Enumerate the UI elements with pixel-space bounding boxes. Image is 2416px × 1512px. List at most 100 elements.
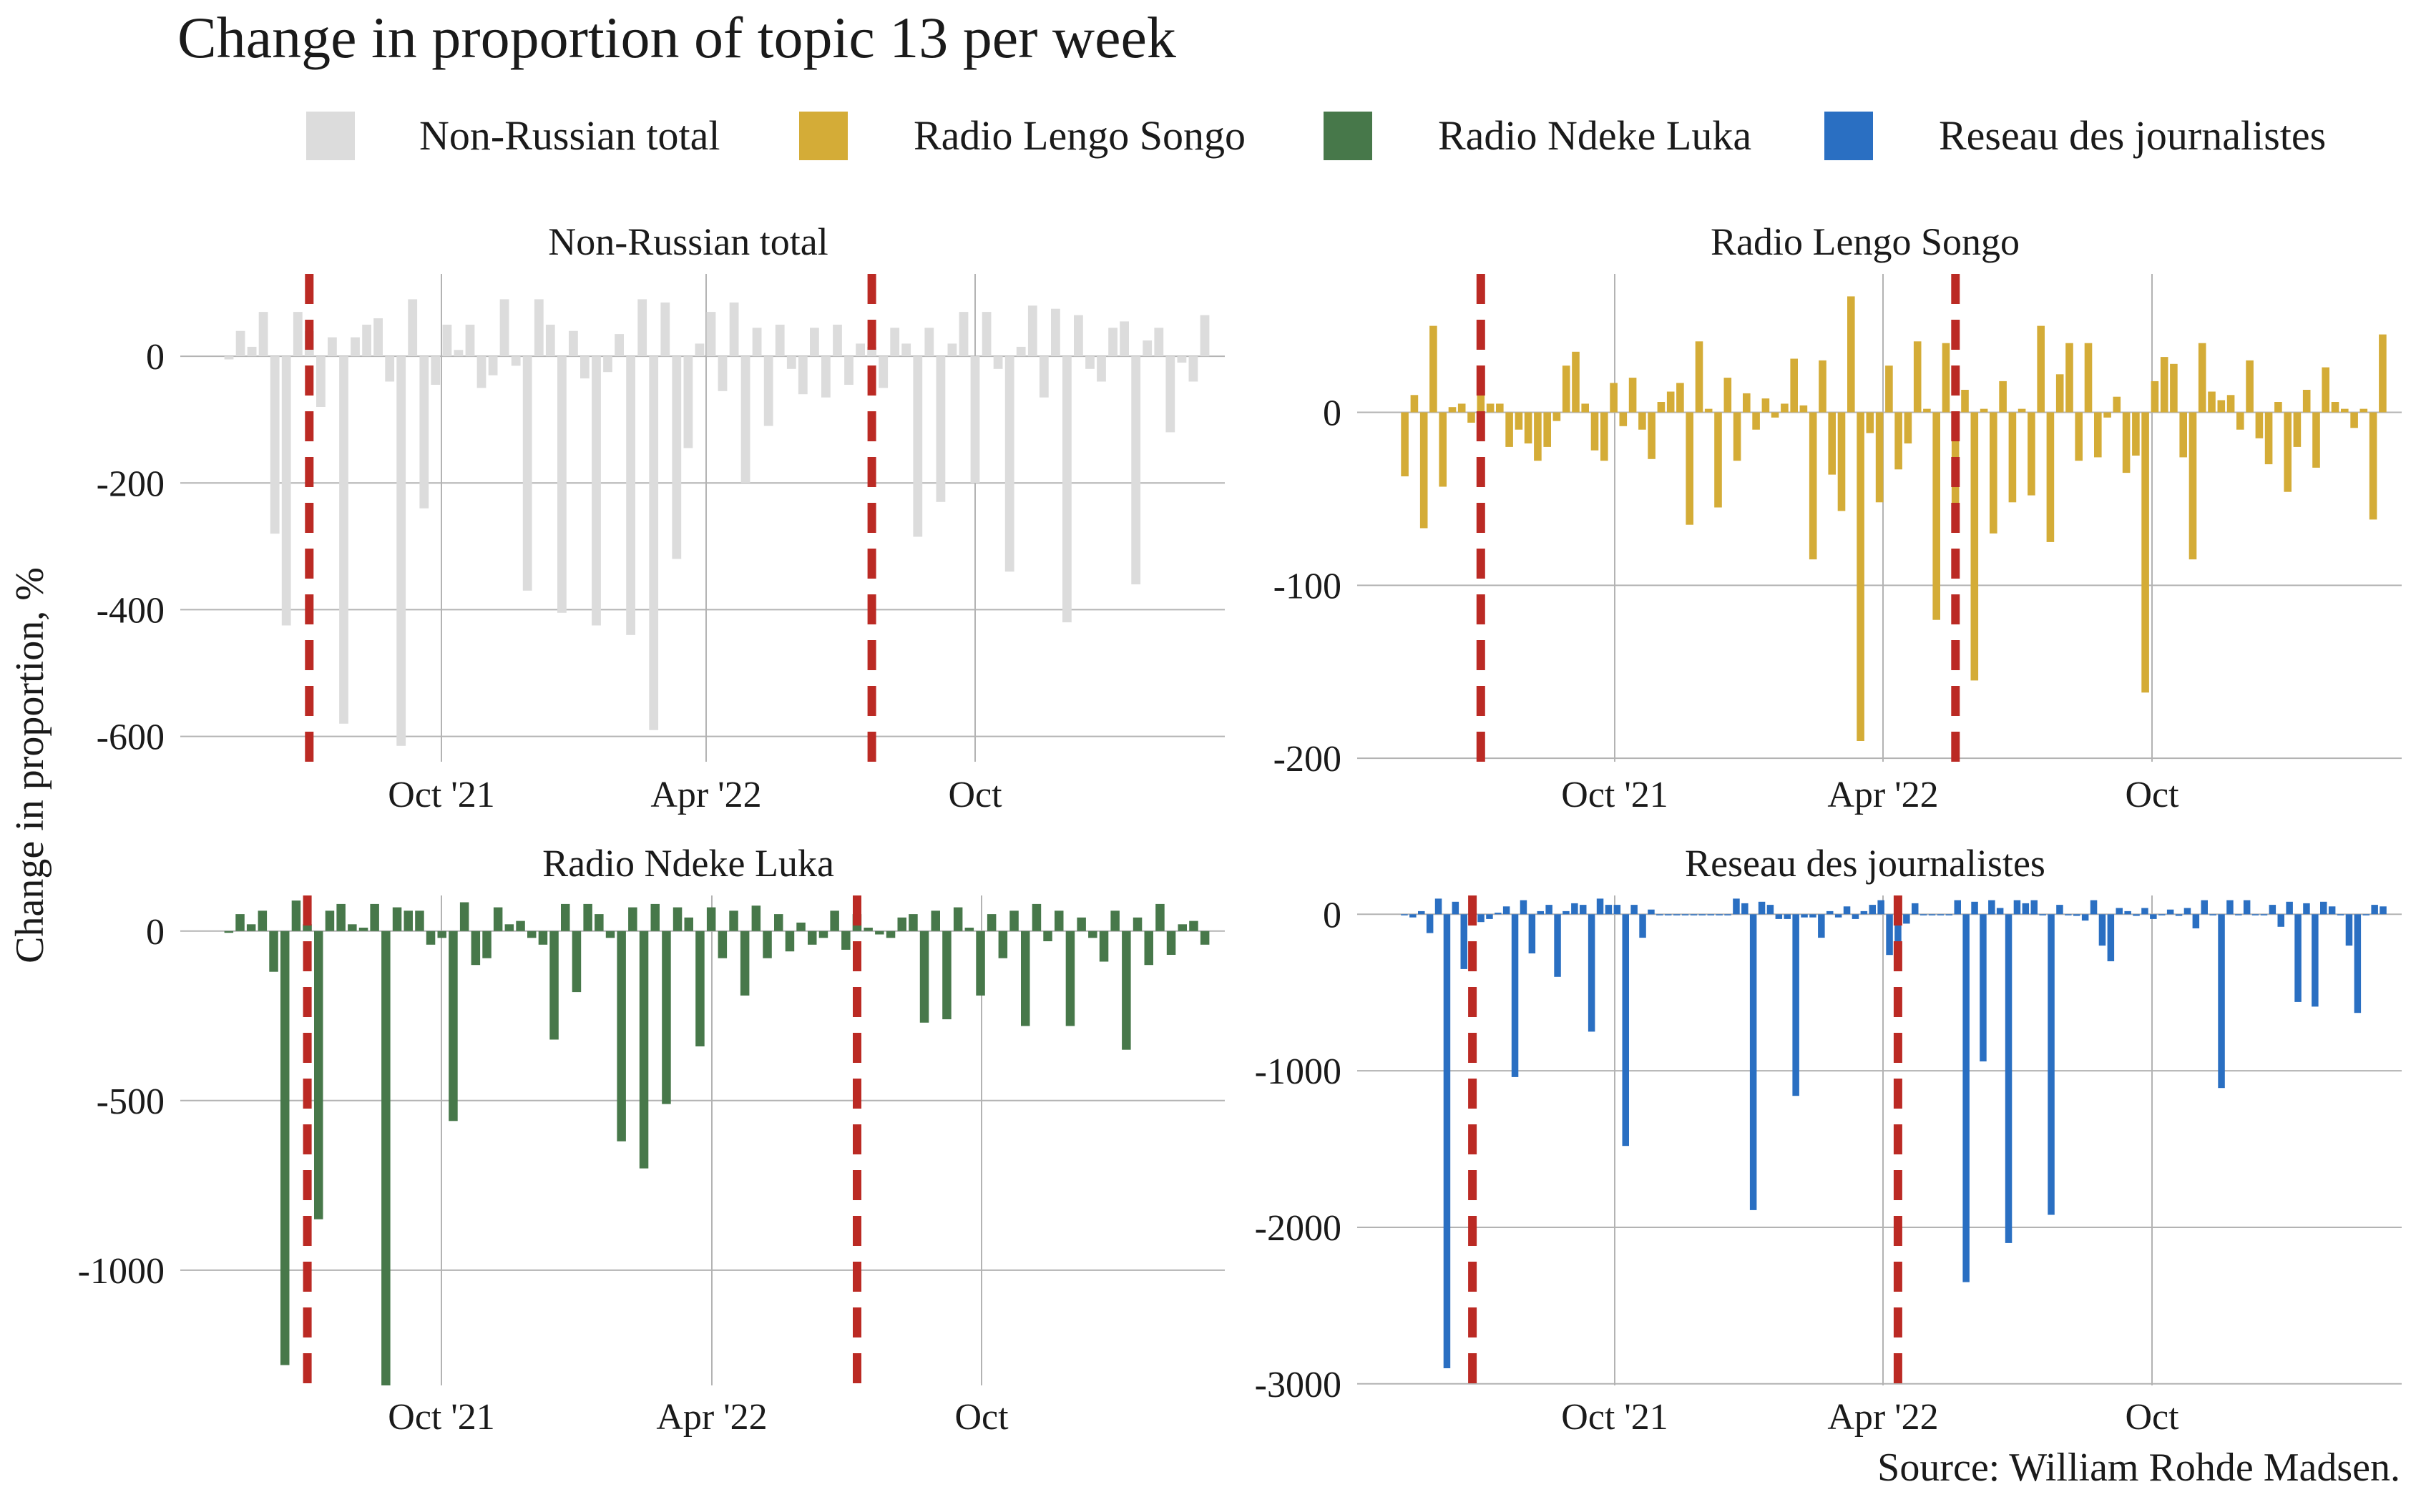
bar: [1733, 412, 1741, 461]
facet-panel: 0 -100 -200 Oct '21 Apr '22 Oct Radio Lengo So…: [1273, 220, 2402, 815]
bar: [2284, 412, 2292, 492]
bar: [2141, 908, 2148, 915]
bar: [886, 931, 896, 938]
bar: [2028, 412, 2035, 496]
bar: [662, 931, 671, 1104]
bar: [2379, 334, 2387, 413]
bar: [1189, 921, 1198, 931]
bar: [1188, 356, 1198, 382]
bar: [2354, 914, 2362, 1013]
bar: [864, 928, 873, 931]
bar: [798, 356, 808, 395]
bar: [2341, 408, 2349, 413]
bar: [2018, 408, 2026, 413]
bar: [1758, 901, 1766, 915]
bar: [2090, 900, 2098, 915]
bar: [695, 931, 705, 1046]
facet-panel: 0 -200 -400 -600 Oct '21 Apr '22 Oct Non-Russia…: [97, 220, 1225, 815]
bar: [1419, 412, 1428, 529]
bar: [348, 924, 357, 931]
legend: Non-Russian total Radio Lengo Songo Radi…: [0, 106, 2416, 163]
bar: [2030, 900, 2038, 915]
bar: [2166, 909, 2174, 915]
bar: [2328, 906, 2336, 915]
bar: [1690, 914, 1698, 915]
bar: [1801, 914, 1808, 918]
bar: [454, 350, 464, 357]
bar: [2260, 914, 2268, 915]
bar: [844, 356, 854, 385]
bar: [830, 910, 839, 931]
bar: [1912, 903, 1919, 915]
bar: [1743, 393, 1751, 413]
bar: [2312, 914, 2319, 1007]
bar: [1676, 383, 1684, 413]
bar: [2183, 908, 2191, 915]
bar: [729, 910, 738, 931]
bar: [2246, 360, 2254, 413]
bar: [1923, 408, 1931, 413]
x-tick-label: Oct '21: [388, 1397, 494, 1438]
bar: [1486, 403, 1495, 413]
bar: [1515, 412, 1523, 430]
bar: [2264, 412, 2273, 465]
bar: [1401, 914, 1408, 915]
bar: [1622, 914, 1629, 1147]
bar: [1834, 914, 1842, 918]
bar: [639, 931, 649, 1169]
bar: [1866, 412, 1874, 433]
x-tick-label: Oct '21: [1561, 1397, 1668, 1438]
facet-panel: 0 -500 -1000 Oct '21 Apr '22 Oct Radio Ndeke L…: [78, 842, 1225, 1438]
bar: [650, 903, 660, 931]
bar: [1894, 412, 1902, 470]
bar: [1443, 914, 1451, 1368]
bar: [1032, 903, 1042, 931]
bar: [281, 356, 291, 626]
bar: [740, 356, 750, 483]
bar: [1613, 905, 1621, 915]
bar: [2251, 914, 2259, 915]
bar: [2122, 412, 2131, 473]
bar: [1869, 905, 1876, 915]
bar: [1656, 914, 1663, 915]
bar: [1970, 412, 1979, 681]
bar: [2322, 367, 2329, 413]
bar: [527, 931, 537, 938]
bar: [2192, 914, 2200, 928]
y-tick-label: -200: [97, 463, 165, 504]
bar: [2170, 363, 2178, 413]
bar: [2056, 905, 2063, 915]
bar: [583, 903, 592, 931]
bar: [1928, 914, 1936, 915]
bar: [269, 931, 278, 972]
bar: [1596, 898, 1604, 915]
bar: [2312, 412, 2320, 468]
bar: [592, 356, 601, 626]
bar: [1875, 412, 1884, 503]
bar: [1155, 903, 1165, 931]
bar: [1074, 315, 1083, 357]
bar: [1771, 412, 1779, 418]
bar: [897, 917, 906, 931]
y-tick-label: -200: [1273, 739, 1341, 780]
bar: [605, 931, 615, 938]
bar: [947, 343, 957, 357]
bar: [1639, 914, 1646, 938]
bar: [1847, 296, 1855, 413]
bar: [774, 914, 783, 931]
bar: [471, 931, 481, 966]
bar: [1885, 365, 1893, 413]
bar: [740, 931, 750, 996]
bar: [1009, 910, 1019, 931]
bar: [1942, 343, 1950, 413]
bar: [2337, 914, 2344, 915]
bar: [786, 356, 796, 369]
bar: [683, 356, 693, 448]
panel-title: Non-Russian total: [548, 220, 828, 263]
bar: [1792, 914, 1799, 1096]
bar: [557, 356, 567, 613]
bar: [396, 356, 406, 746]
bar: [673, 907, 683, 931]
bar: [942, 931, 952, 1020]
bar: [2048, 914, 2055, 1215]
